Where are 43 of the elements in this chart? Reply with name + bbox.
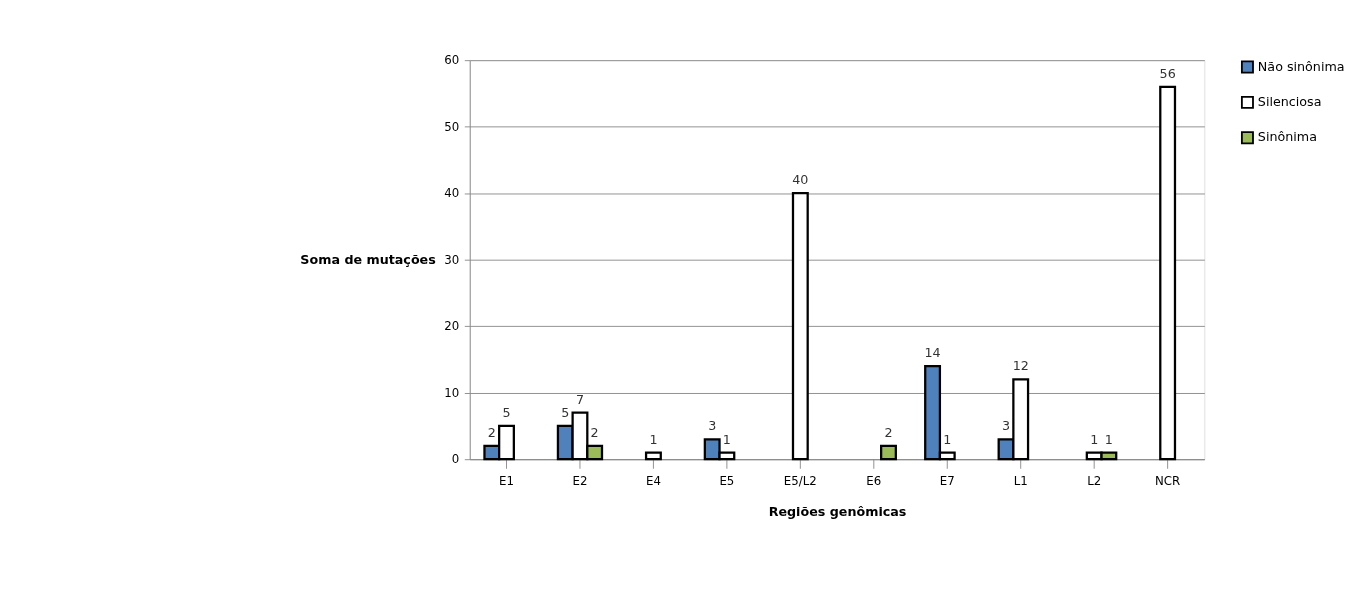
data-label: 56: [1159, 65, 1176, 81]
x-tick-label: E4: [645, 474, 661, 489]
x-tick-label: E6: [866, 474, 882, 489]
data-label: 14: [924, 345, 941, 361]
legend-label: Silenciosa: [1257, 94, 1322, 109]
x-tick-label: E1: [499, 474, 514, 489]
x-tick-label: E5/L2: [783, 474, 817, 489]
x-tick-label: L1: [1013, 474, 1028, 489]
bar: [1159, 85, 1177, 461]
bar: [791, 192, 809, 461]
data-label: 2: [884, 424, 893, 440]
y-tick-label: 50: [444, 119, 460, 134]
data-label: 1: [1090, 431, 1099, 447]
data-label: 7: [575, 391, 584, 407]
y-axis-title: Soma de mutações: [300, 251, 436, 267]
data-label: 2: [487, 424, 496, 440]
data-label: 1: [649, 431, 658, 447]
x-axis-title: Regiões genômicas: [768, 503, 907, 519]
y-tick-label: 20: [444, 319, 460, 334]
x-tick-label: E2: [572, 474, 588, 489]
data-label: 40: [792, 172, 809, 188]
data-label: 1: [1104, 431, 1113, 447]
x-tick-label: L2: [1087, 474, 1102, 489]
y-tick-label: 10: [444, 385, 460, 400]
y-tick-label: 60: [444, 53, 460, 68]
bar: [644, 451, 662, 461]
y-tick-label: 40: [444, 186, 460, 201]
data-label: 3: [1001, 418, 1011, 434]
data-label: 5: [561, 404, 570, 420]
data-label: 1: [722, 431, 731, 447]
x-tick-label: E7: [939, 474, 955, 489]
data-label: 2: [590, 424, 599, 440]
bar: [880, 444, 897, 461]
data-label: 3: [708, 418, 717, 434]
legend-label: Não sinônima: [1257, 58, 1345, 74]
data-label: 5: [502, 404, 511, 420]
legend-label: Sinônima: [1257, 129, 1317, 145]
y-tick-label: 0: [451, 452, 460, 467]
x-tick-label: NCR: [1155, 474, 1181, 489]
y-tick-label: 30: [444, 252, 460, 267]
x-tick-label: E5: [719, 474, 735, 489]
data-label: 1: [943, 431, 952, 447]
data-label: 12: [1012, 358, 1029, 374]
